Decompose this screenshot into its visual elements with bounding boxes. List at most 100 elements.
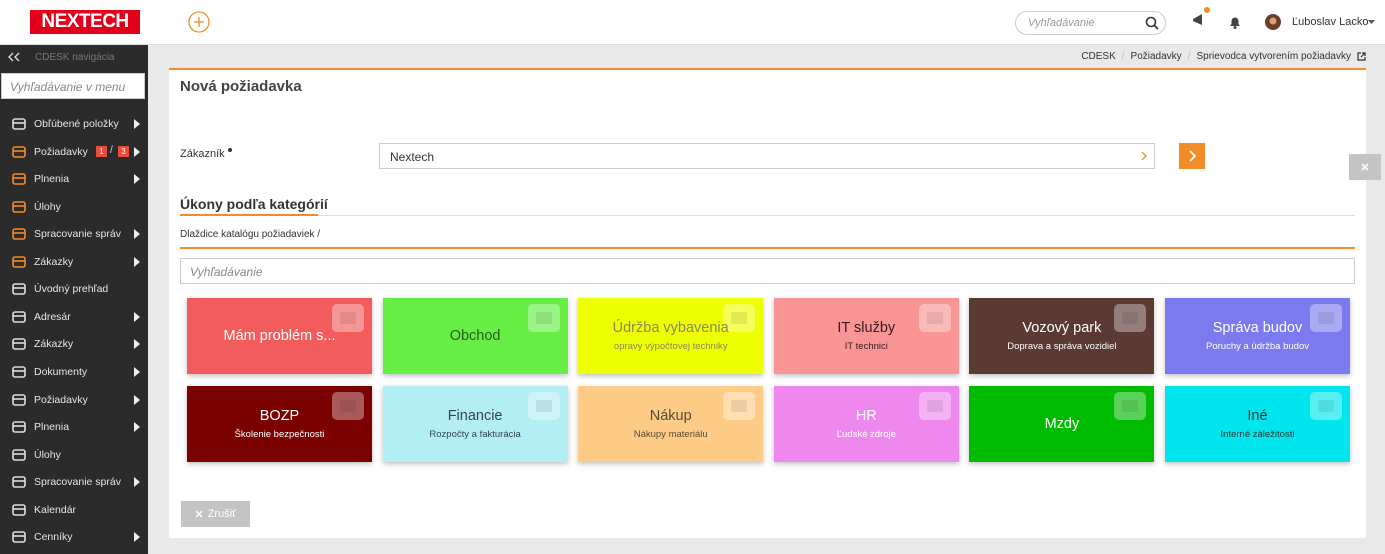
menu-item[interactable]: Cenníky: [0, 524, 148, 550]
category-tile[interactable]: Mám problém s...: [187, 298, 372, 374]
tile-title: Vozový park: [1022, 320, 1102, 336]
menu-item[interactable]: Obľúbené položky: [0, 111, 148, 137]
menu-item[interactable]: Dokumenty: [0, 359, 148, 385]
menu-label: Úlohy: [34, 448, 61, 461]
menu-item[interactable]: Úlohy: [0, 194, 148, 220]
top-bar: NEXTECH Vyhľadávanie Ľuboslav Lacko: [0, 0, 1385, 45]
catalog-path: Dlaždice katalógu požiadaviek /: [180, 229, 321, 240]
menu-icon: [12, 173, 26, 185]
tile-title: Mzdy: [1044, 416, 1080, 432]
tile-subtitle: opravy výpočtovej techniky: [613, 341, 728, 352]
category-tile[interactable]: Obchod: [382, 298, 568, 374]
form-panel: Nová požiadavka Zákazník Nextech Úkony p…: [169, 68, 1366, 538]
external-link-icon[interactable]: [1357, 52, 1366, 61]
tile-title: Nákup: [649, 408, 692, 424]
customer-input-arrow[interactable]: [1141, 151, 1147, 161]
tile-icon: [723, 392, 756, 420]
menu-icon: [12, 531, 26, 544]
menu-icon: [12, 448, 26, 461]
menu-label: Plnenia: [34, 421, 70, 434]
category-tile[interactable]: HR Ľudské zdroje: [773, 386, 959, 462]
sidebar-title: CDESK navigácia: [35, 52, 115, 63]
tile-title: BOZP: [259, 408, 300, 424]
tile-icon: [918, 392, 951, 420]
search-input[interactable]: Vyhľadávanie: [1015, 11, 1166, 35]
menu-item[interactable]: Spracovanie správ: [0, 221, 148, 247]
required-dot: [228, 148, 232, 152]
submenu-arrow: [134, 256, 140, 267]
menu-item[interactable]: Požiadavky: [0, 387, 148, 413]
category-tile[interactable]: Správa budov Poruchy a údržba budov: [1165, 298, 1350, 374]
menu-label: Požiadavky: [34, 393, 88, 406]
user-caret[interactable]: [1368, 20, 1376, 26]
breadcrumb: CDESK / Požiadavky / Sprievodca vytvorením p…: [1081, 51, 1366, 62]
menu-icon: [12, 118, 26, 130]
category-tile[interactable]: Mzdy: [969, 386, 1155, 462]
menu-label: Úvodný prehľad: [34, 283, 109, 296]
tile-title: Financie: [447, 408, 503, 424]
notifications-icon[interactable]: [1228, 15, 1242, 29]
menu-icon: [12, 338, 26, 351]
cancel-label: Zrušiť: [207, 508, 237, 520]
menu-item[interactable]: Adresár: [0, 304, 148, 330]
avatar[interactable]: [1265, 14, 1281, 30]
menu-item[interactable]: Plnenia: [0, 414, 148, 440]
category-tile[interactable]: Iné Interné záležitosti: [1165, 386, 1350, 462]
breadcrumb-item[interactable]: CDESK: [1081, 51, 1116, 62]
logo[interactable]: NEXTECH: [30, 10, 140, 34]
tile-subtitle: Nákupy materiálu: [633, 429, 708, 440]
menu-label: Kalendár: [34, 503, 77, 516]
customer-next-button[interactable]: [1179, 143, 1205, 169]
category-tile[interactable]: BOZP Školenie bezpečnosti: [187, 386, 372, 462]
add-button[interactable]: [188, 11, 210, 33]
search-icon[interactable]: [1145, 16, 1159, 30]
category-tile[interactable]: Financie Rozpočty a fakturácia: [382, 386, 568, 462]
menu-item[interactable]: Plnenia: [0, 166, 148, 192]
category-tile[interactable]: Vozový park Doprava a správa vozidiel: [969, 298, 1155, 374]
submenu-arrow: [134, 477, 140, 488]
submenu-arrow: [134, 146, 140, 157]
category-tile[interactable]: Údržba vybavenia opravy výpočtovej techni…: [578, 298, 764, 374]
tile-title: Obchod: [449, 328, 501, 344]
breadcrumb-item[interactable]: Sprievodca vytvorením požiadavky: [1196, 51, 1351, 62]
menu-item[interactable]: Spracovanie správ: [0, 469, 148, 495]
tile-title: Mám problém s...: [223, 328, 336, 344]
collapse-icon[interactable]: [7, 52, 21, 62]
menu-label: Obľúbené položky: [34, 118, 119, 130]
menu-icon: [12, 255, 26, 268]
user-name[interactable]: Ľuboslav Lacko: [1292, 16, 1369, 28]
menu-label: Úlohy: [34, 200, 61, 213]
close-button[interactable]: [1349, 154, 1381, 180]
menu-item[interactable]: Zákazky: [0, 249, 148, 275]
category-tile[interactable]: Nákup Nákupy materiálu: [578, 386, 764, 462]
menu-item[interactable]: Zákazky: [0, 331, 148, 357]
tile-icon: [527, 304, 560, 332]
tile-icon: [332, 392, 364, 420]
category-tile[interactable]: IT služby IT technici: [773, 298, 959, 374]
badge-separator: /: [110, 144, 113, 156]
menu-item[interactable]: Kalendár: [0, 497, 148, 523]
tile-subtitle: Doprava a správa vozidiel: [1007, 341, 1117, 352]
menu-item[interactable]: Úvodný prehľad: [0, 276, 148, 302]
catalog-search[interactable]: Vyhľadávanie: [180, 258, 1355, 284]
menu-label: Zákazky: [34, 338, 74, 351]
menu-item[interactable]: Úlohy: [0, 442, 148, 468]
submenu-arrow: [134, 311, 140, 322]
section-rule: [180, 215, 1355, 216]
menu-search[interactable]: Vyhľadávanie v menu: [1, 73, 145, 99]
customer-input[interactable]: Nextech: [379, 143, 1155, 169]
menu-label: Požiadavky: [34, 145, 88, 158]
tile-subtitle: Poruchy a údržba budov: [1206, 341, 1309, 352]
cancel-icon: [195, 510, 203, 518]
menu-item[interactable]: Požiadavky 1 3 /: [0, 139, 148, 165]
catalog-rule: [180, 247, 1355, 249]
announcements-icon[interactable]: [1190, 6, 1212, 30]
tile-subtitle: Interné záležitosti: [1220, 429, 1295, 440]
menu-icon: [12, 200, 26, 213]
breadcrumb-item[interactable]: Požiadavky: [1130, 51, 1182, 62]
cancel-button[interactable]: Zrušiť: [181, 501, 250, 527]
menu-icon: [12, 393, 26, 406]
submenu-arrow: [134, 339, 140, 350]
menu-icon: [12, 503, 26, 516]
tile-subtitle: IT technici: [844, 341, 888, 352]
